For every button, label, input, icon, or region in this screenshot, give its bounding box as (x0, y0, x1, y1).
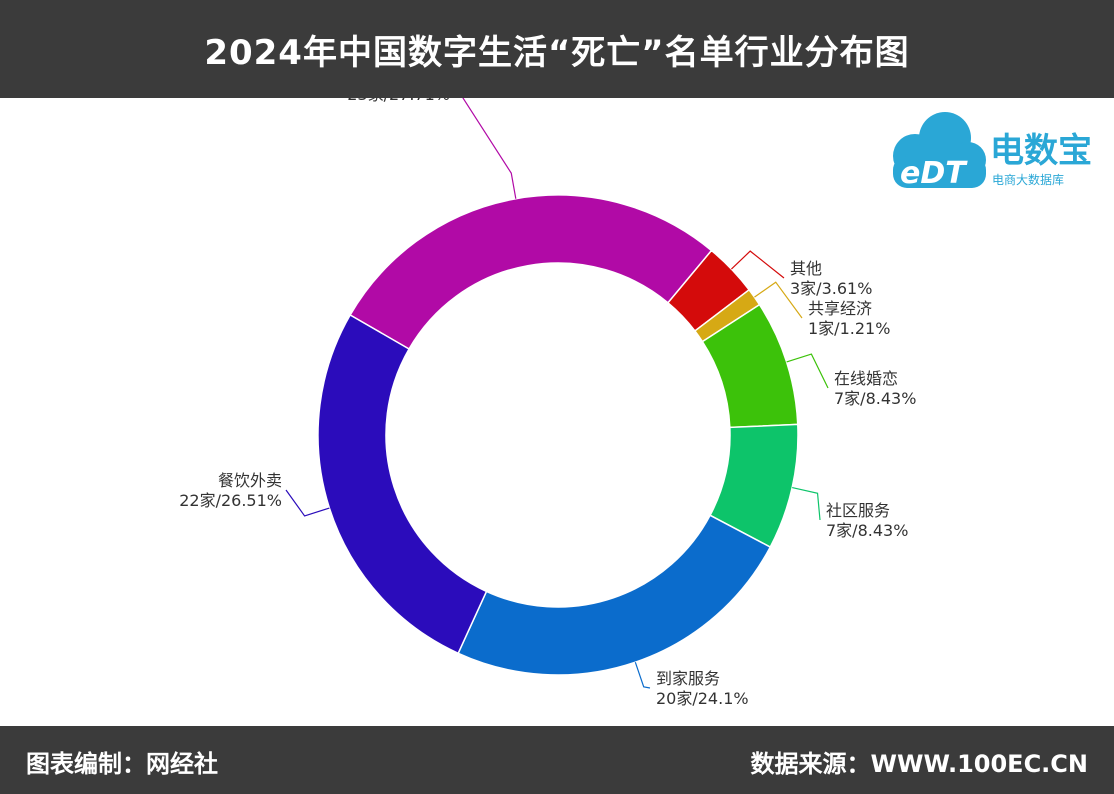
cloud-icon: eDT (893, 112, 986, 191)
leader-line-2 (730, 250, 785, 279)
chart-title: 2024年中国数字生活“死亡”名单行业分布图 (204, 32, 910, 73)
donut-chart: eDT 电数宝 电商大数据库 本地生活23家/27.71%其他3家/3.61%共… (179, 65, 1092, 708)
slice-6 (457, 514, 772, 676)
slice-label-value-3: 1家/1.21% (808, 319, 890, 338)
slice-label-name-4: 在线婚恋 (834, 369, 898, 388)
slice-label-name-5: 社区服务 (826, 501, 890, 520)
logo-mark: eDT (900, 156, 968, 191)
leader-line-3 (754, 281, 803, 319)
slice-label-name-7: 餐饮外卖 (218, 471, 282, 490)
slice-label-value-7: 22家/26.51% (179, 491, 282, 510)
slice-7 (317, 313, 488, 655)
chart-title-bar: 2024年中国数字生活“死亡”名单行业分布图 (0, 0, 1114, 98)
leader-line-1 (453, 83, 517, 199)
logo-tagline: 电商大数据库 (992, 172, 1064, 187)
slice-label-value-1: 23家/27.71% (347, 98, 450, 104)
slice-label-name-2: 其他 (790, 259, 822, 278)
logo: eDT 电数宝 电商大数据库 (893, 112, 1092, 191)
leader-line-4 (786, 353, 829, 389)
chart-area: eDT 电数宝 电商大数据库 本地生活23家/27.71%其他3家/3.61%共… (0, 65, 1114, 726)
slice-label-value-2: 3家/3.61% (790, 279, 872, 298)
logo-brand: 电数宝 (990, 131, 1092, 171)
leader-line-5 (792, 486, 821, 521)
slice-1 (349, 194, 713, 351)
slice-label-value-4: 7家/8.43% (834, 389, 916, 408)
footer-source-right: 数据来源：WWW.100EC.CN (750, 750, 1089, 778)
footer-bar: 图表编制：网经社 数据来源：WWW.100EC.CN (0, 726, 1114, 794)
slice-label-value-5: 7家/8.43% (826, 521, 908, 540)
slices-group (317, 194, 799, 676)
slice-label-name-6: 到家服务 (656, 669, 720, 688)
leader-line-7 (285, 489, 330, 517)
slice-label-value-6: 20家/24.1% (656, 689, 749, 708)
leader-line-6 (634, 662, 651, 689)
slice-label-name-3: 共享经济 (808, 299, 872, 318)
footer-source-left: 图表编制：网经社 (26, 750, 218, 778)
